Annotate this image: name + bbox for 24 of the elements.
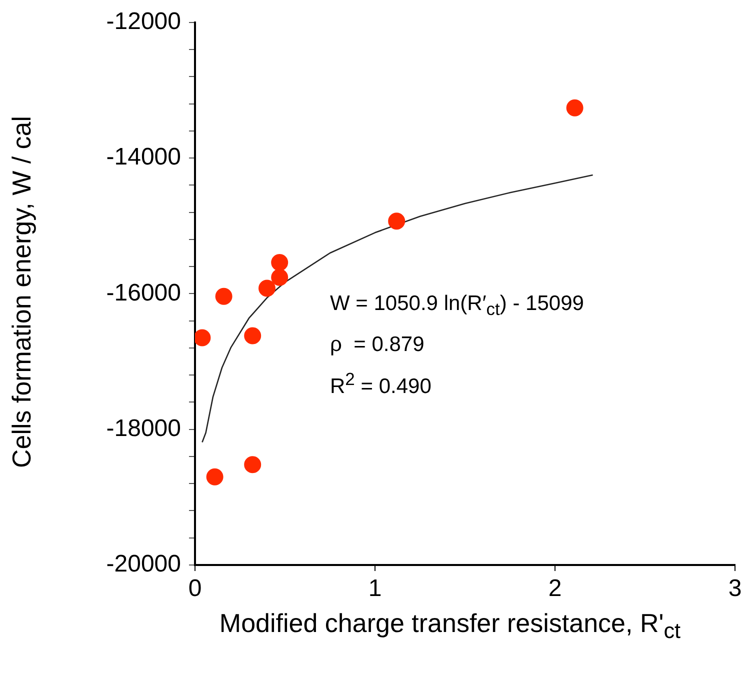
point (258, 280, 276, 297)
x-tick-label: 3 (728, 575, 742, 602)
x-tick-label: 1 (368, 575, 382, 602)
annotation: W = 1050.9 ln(R′$_{ct}$) - 15099 (330, 291, 584, 322)
x-axis-title: Modified charge transfer resistance, R'$_{ct}$ (218, 608, 682, 644)
annotation: R$^{2}$ = 0.490 (330, 368, 432, 400)
point (195, 329, 211, 346)
y-tick-label: -12000 (106, 8, 181, 36)
point (271, 254, 288, 271)
y-tick-label: -18000 (106, 414, 181, 442)
y-tick-label: -14000 (106, 144, 181, 171)
point (244, 327, 262, 344)
y-tick-label: -20000 (106, 550, 181, 578)
y-axis-title: Cells formation energy, W / cal (6, 116, 38, 468)
x-tick-label: 2 (548, 575, 562, 602)
y-tick-label: -16000 (106, 279, 181, 306)
point (215, 288, 232, 305)
annotation: ρ = 0.879 (330, 332, 426, 358)
point (388, 212, 406, 230)
x-tick-label: 0 (188, 575, 202, 602)
point (566, 99, 584, 116)
point (206, 468, 224, 486)
point (244, 456, 262, 474)
point (271, 268, 288, 286)
